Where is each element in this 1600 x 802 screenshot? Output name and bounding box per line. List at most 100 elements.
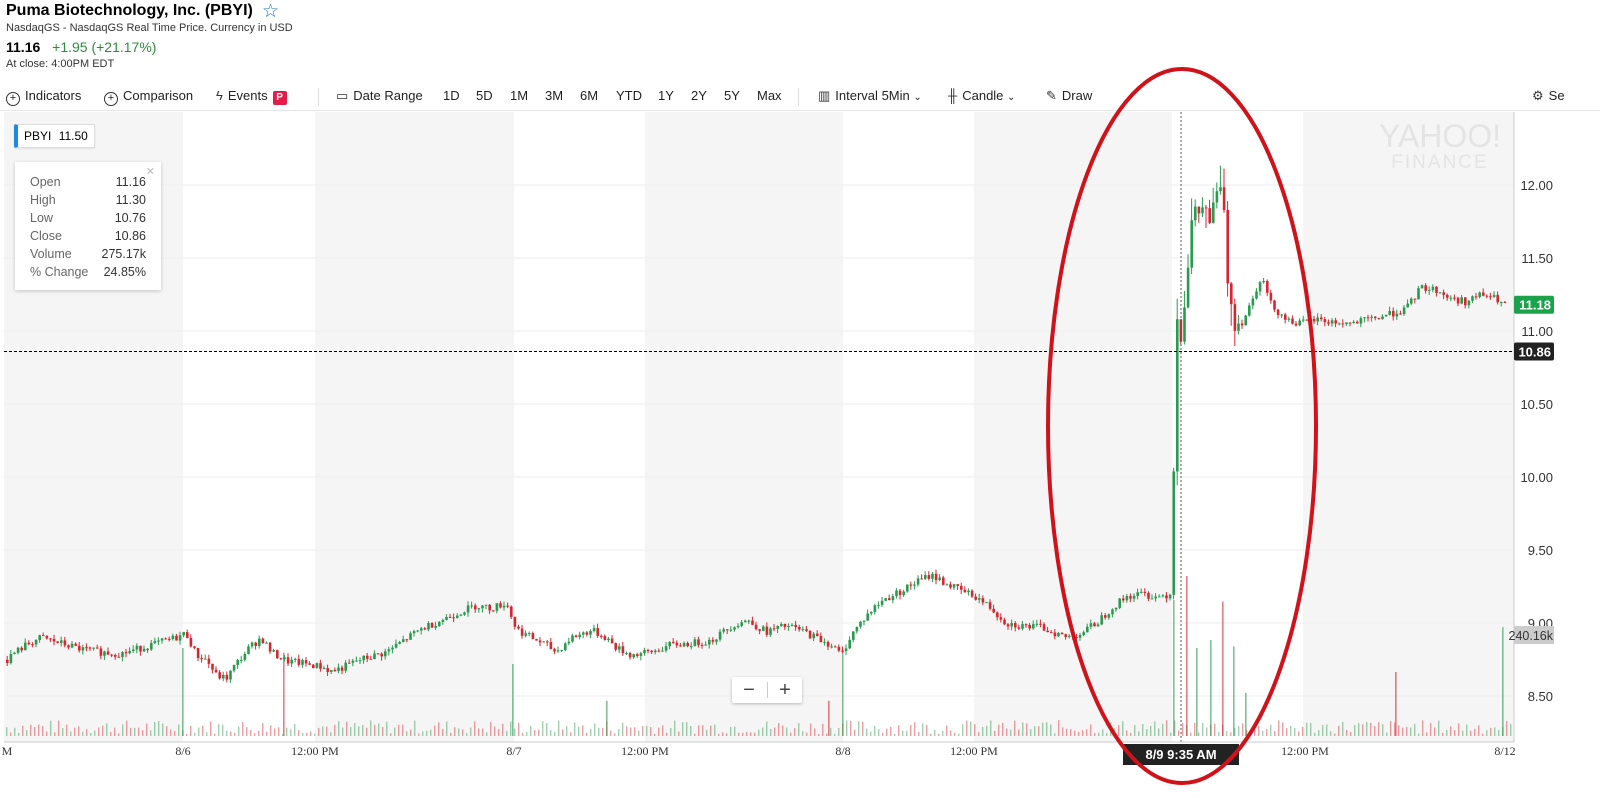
candle	[855, 626, 859, 634]
volume-bar	[402, 724, 404, 736]
volume-bar	[878, 729, 880, 736]
volume-bar	[702, 725, 704, 736]
candle	[1424, 283, 1427, 294]
volume-bar	[1442, 732, 1444, 736]
events-button[interactable]: ϟ Events P	[216, 88, 287, 105]
volume-bar	[1294, 727, 1296, 736]
zoom-in-button[interactable]: +	[779, 679, 791, 701]
candle	[1496, 291, 1499, 305]
volume-bar	[978, 732, 980, 736]
volume-bar	[1026, 723, 1028, 736]
volume-bar	[1406, 727, 1408, 736]
volume-bar	[778, 723, 780, 736]
volume-bar	[512, 664, 514, 736]
candle	[250, 641, 254, 649]
range-5y[interactable]: 5Y	[724, 88, 740, 103]
volume-bar	[678, 731, 680, 736]
range-3m[interactable]: 3M	[545, 88, 564, 103]
series-legend[interactable]: PBYI 11.50	[14, 124, 95, 148]
chart-type-dropdown[interactable]: ╫ Candle ⌄	[948, 88, 1015, 103]
volume-bar	[126, 720, 128, 736]
volume-bar	[258, 730, 260, 736]
candle	[369, 655, 373, 660]
volume-bar	[818, 733, 820, 736]
volume-bar	[254, 733, 256, 736]
candle	[373, 650, 376, 660]
calendar-icon: ▭	[336, 88, 349, 103]
watermark-line2: FINANCE	[1391, 152, 1488, 173]
volume-bar	[1266, 729, 1268, 736]
candle	[1327, 319, 1330, 326]
volume-bar	[722, 732, 724, 736]
candle	[603, 634, 607, 641]
volume-bar	[318, 727, 320, 736]
candle	[34, 639, 38, 648]
settings-button[interactable]: ⚙ Se	[1532, 88, 1565, 104]
zoom-out-button[interactable]: −	[743, 679, 755, 701]
candle	[142, 645, 146, 652]
candle	[589, 629, 592, 639]
candle	[636, 652, 639, 658]
candle	[812, 631, 815, 642]
candle	[1010, 619, 1013, 631]
range-6m[interactable]: 6M	[580, 88, 599, 103]
x-tick-label: 12:00 PM	[621, 744, 669, 758]
candle	[733, 626, 736, 632]
candle	[312, 663, 315, 669]
volume-bar	[186, 733, 188, 736]
candle	[862, 620, 866, 626]
volume-bar	[1474, 728, 1476, 736]
range-1y[interactable]: 1Y	[658, 88, 674, 103]
candle	[1150, 594, 1154, 600]
plus-circle-icon: +	[104, 92, 118, 106]
range-ytd[interactable]: YTD	[616, 88, 642, 103]
y-tick-label: 8.50	[1528, 689, 1553, 704]
volume-bar	[1354, 725, 1356, 736]
close-icon[interactable]: ✕	[145, 166, 155, 178]
candle	[232, 664, 236, 673]
session-band	[645, 112, 843, 742]
volume-bar	[1242, 723, 1244, 736]
candle	[286, 653, 290, 666]
candle	[1230, 281, 1233, 326]
candle	[117, 652, 121, 658]
interval-dropdown[interactable]: ▥ Interval 5Min ⌄	[818, 88, 922, 104]
volume-bar	[602, 727, 604, 736]
candle	[448, 613, 452, 619]
candle	[704, 641, 707, 646]
candle	[218, 670, 221, 680]
candle	[49, 637, 52, 643]
candle	[798, 624, 801, 632]
range-max[interactable]: Max	[757, 88, 782, 103]
candle	[326, 664, 329, 677]
range-2y[interactable]: 2Y	[691, 88, 707, 103]
volume-bar	[370, 720, 372, 736]
candle	[110, 653, 113, 658]
volume-bar	[1322, 725, 1324, 736]
candle	[132, 645, 135, 653]
draw-button[interactable]: ✎ Draw	[1046, 88, 1092, 104]
candle	[1050, 630, 1053, 634]
volume-bar	[958, 733, 960, 736]
candle	[1078, 632, 1082, 641]
indicators-button[interactable]: + Indicators	[6, 88, 81, 106]
candle	[74, 642, 77, 646]
range-5d[interactable]: 5D	[476, 88, 493, 103]
range-1m[interactable]: 1M	[510, 88, 529, 103]
comparison-button[interactable]: + Comparison	[104, 88, 193, 106]
range-1d[interactable]: 1D	[443, 88, 460, 103]
ohlc-label: High	[30, 193, 56, 207]
candle	[715, 639, 718, 645]
candle	[564, 642, 567, 652]
watchlist-star-icon[interactable]: ☆	[262, 1, 280, 22]
candle	[988, 599, 992, 611]
date-range-button[interactable]: ▭ Date Range	[336, 88, 423, 104]
candle	[1377, 317, 1381, 320]
candle	[621, 642, 625, 657]
volume-bar	[1274, 730, 1276, 736]
candle	[985, 601, 988, 604]
volume-bar	[310, 731, 312, 736]
volume-bar	[358, 726, 360, 736]
volume-bar	[146, 723, 148, 736]
